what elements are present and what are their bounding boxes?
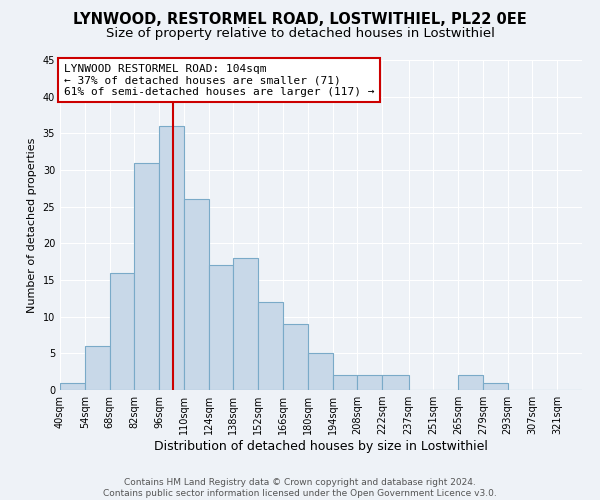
Y-axis label: Number of detached properties: Number of detached properties	[27, 138, 37, 312]
Bar	[357, 376, 382, 390]
Bar	[159, 126, 184, 390]
Bar	[184, 200, 209, 390]
Bar	[258, 302, 283, 390]
Text: LYNWOOD, RESTORMEL ROAD, LOSTWITHIEL, PL22 0EE: LYNWOOD, RESTORMEL ROAD, LOSTWITHIEL, PL…	[73, 12, 527, 28]
Bar	[283, 324, 308, 390]
X-axis label: Distribution of detached houses by size in Lostwithiel: Distribution of detached houses by size …	[154, 440, 488, 453]
Bar	[332, 376, 357, 390]
Bar	[458, 376, 483, 390]
Bar	[60, 382, 85, 390]
Bar	[483, 382, 508, 390]
Bar	[134, 162, 159, 390]
Text: LYNWOOD RESTORMEL ROAD: 104sqm
← 37% of detached houses are smaller (71)
61% of : LYNWOOD RESTORMEL ROAD: 104sqm ← 37% of …	[64, 64, 374, 97]
Bar	[382, 376, 409, 390]
Text: Contains HM Land Registry data © Crown copyright and database right 2024.
Contai: Contains HM Land Registry data © Crown c…	[103, 478, 497, 498]
Bar	[308, 354, 332, 390]
Bar	[85, 346, 110, 390]
Text: Size of property relative to detached houses in Lostwithiel: Size of property relative to detached ho…	[106, 28, 494, 40]
Bar	[209, 266, 233, 390]
Bar	[233, 258, 258, 390]
Bar	[110, 272, 134, 390]
